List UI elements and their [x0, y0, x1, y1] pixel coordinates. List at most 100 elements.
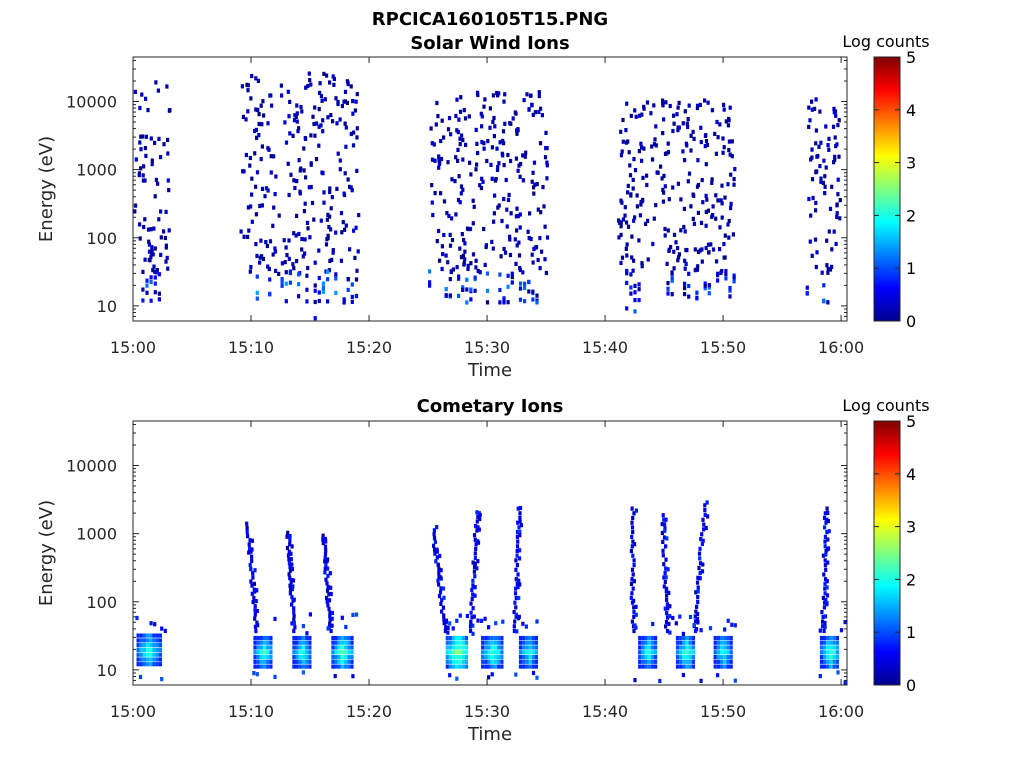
count-cell [332, 82, 336, 87]
count-cell [496, 93, 500, 98]
count-cell [647, 655, 651, 660]
count-cell [821, 619, 825, 624]
count-cell [637, 149, 641, 154]
count-cell [665, 593, 669, 598]
count-cell [631, 186, 635, 191]
count-cell [325, 581, 329, 586]
count-cell [493, 650, 498, 655]
count-cell [668, 103, 672, 109]
count-cell [666, 281, 670, 286]
count-cell [448, 293, 452, 298]
count-cell [266, 635, 270, 641]
count-cell [251, 571, 255, 576]
count-cell [153, 194, 157, 199]
count-cell [638, 640, 642, 645]
count-cell [503, 121, 507, 126]
count-cell [826, 664, 830, 669]
count-cell [301, 655, 306, 660]
count-cell [713, 635, 717, 641]
count-cell [733, 678, 737, 683]
count-cell [675, 659, 680, 664]
count-cell [298, 650, 302, 655]
count-cell [343, 121, 347, 126]
count-cell [513, 237, 517, 242]
count-cell [292, 613, 296, 618]
count-cell [713, 640, 717, 645]
count-cell [136, 657, 140, 662]
count-cell [517, 253, 522, 258]
count-cell [817, 144, 821, 149]
count-cell [543, 257, 547, 262]
count-cell [633, 290, 637, 295]
count-cell [473, 537, 477, 542]
count-cell [253, 624, 257, 629]
count-cell [826, 143, 830, 148]
count-cell [633, 283, 637, 288]
count-cell [271, 252, 275, 257]
count-cell [501, 129, 506, 134]
count-cell [253, 589, 257, 594]
count-cell [475, 141, 479, 146]
count-cell [347, 640, 351, 645]
count-cell [292, 118, 297, 123]
count-cell [482, 104, 486, 109]
count-cell [440, 609, 444, 614]
count-cell [498, 300, 502, 305]
count-cell [453, 179, 457, 184]
count-cell [153, 246, 157, 251]
count-cell [715, 119, 719, 125]
count-cell [502, 99, 506, 104]
count-cell [825, 593, 830, 598]
count-cell [284, 281, 288, 286]
count-cell [465, 226, 470, 231]
count-cell [298, 655, 302, 660]
count-cell [662, 584, 666, 589]
count-cell [824, 520, 828, 525]
count-cell [666, 291, 670, 296]
count-cell [344, 645, 348, 650]
count-cell [340, 664, 344, 669]
count-cell [469, 628, 473, 634]
count-cell [720, 650, 724, 655]
count-cell [496, 165, 500, 170]
count-cell [292, 655, 296, 660]
count-cell [487, 635, 491, 641]
count-cell [146, 652, 150, 657]
count-cell [146, 647, 150, 652]
count-cell [471, 560, 475, 565]
count-cell [672, 232, 677, 237]
count-cell [249, 96, 253, 101]
count-cell [698, 561, 703, 566]
count-cell [700, 259, 704, 264]
count-cell [455, 659, 459, 664]
count-cell [344, 664, 348, 669]
count-cell [140, 92, 144, 97]
count-cell [149, 255, 153, 260]
count-cell [331, 655, 335, 660]
count-cell [355, 168, 359, 173]
count-cell [662, 117, 666, 122]
count-cell [291, 262, 295, 267]
count-cell [663, 526, 667, 531]
count-cell [317, 143, 321, 148]
count-cell [313, 299, 317, 305]
count-cell [826, 640, 830, 645]
count-cell [691, 659, 695, 664]
count-cell [525, 645, 529, 650]
x-tick-label: 15:40 [582, 338, 628, 357]
count-cell [824, 552, 828, 557]
count-cell [492, 115, 496, 121]
count-cell [307, 185, 311, 190]
count-cell [630, 534, 634, 539]
count-cell [495, 90, 499, 96]
count-cell [638, 659, 642, 664]
count-cell [730, 139, 734, 144]
count-cell [475, 519, 479, 524]
count-cell [516, 520, 520, 525]
count-cell [726, 635, 730, 641]
count-cell [826, 300, 830, 305]
count-cell [835, 202, 839, 207]
count-cell [663, 522, 667, 527]
count-cell [488, 106, 492, 111]
count-cell [437, 161, 441, 166]
